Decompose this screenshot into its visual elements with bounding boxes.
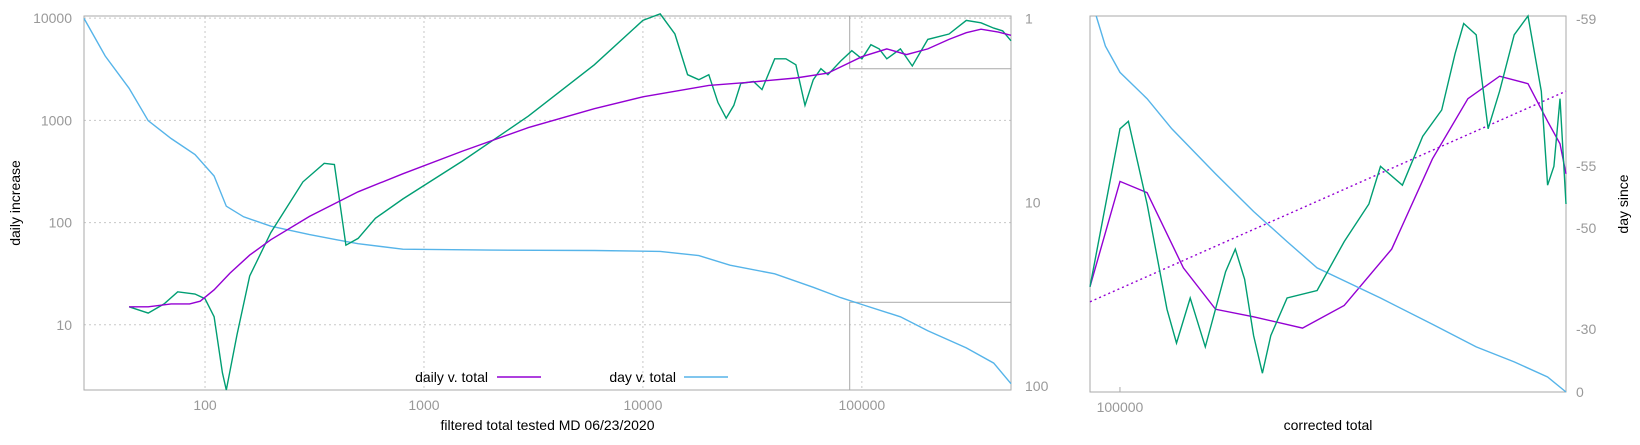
right-y2-tick-label: -55 — [1576, 158, 1596, 174]
y2-tick-label: 10 — [1025, 194, 1041, 210]
series-day-v-total-line — [83, 18, 1012, 385]
x-tick-label: 100 — [193, 397, 217, 413]
y-axis-title-right: day since — [1615, 174, 1631, 233]
right-y2-tick-label: -30 — [1576, 321, 1596, 337]
right-y2-tick-label: -59 — [1576, 11, 1596, 27]
right-trend-line — [1089, 90, 1567, 303]
x-axis-title-left: filtered total tested MD 06/23/2020 — [440, 417, 654, 433]
x-axis-title-right: corrected total — [1284, 417, 1373, 433]
plot-frame-right — [1089, 15, 1567, 393]
right-y2-tick-label: 0 — [1576, 384, 1584, 400]
legend-label-day: day v. total — [609, 369, 676, 385]
x-tick-label: 10000 — [623, 397, 662, 413]
zoom-box-lower — [849, 301, 1012, 391]
x-tick-label: 1000 — [408, 397, 439, 413]
right-smoothed-line — [1089, 75, 1567, 329]
plot-frame-left — [83, 15, 1012, 391]
series-raw-daily-line — [128, 13, 1012, 391]
y-tick-label: 10 — [56, 317, 72, 333]
right-x-tick-label: 100000 — [1097, 399, 1144, 415]
y2-tick-label: 1 — [1025, 10, 1033, 26]
x-tick-label: 100000 — [838, 397, 885, 413]
y2-tick-label: 100 — [1025, 378, 1049, 394]
y-tick-label: 10000 — [33, 10, 72, 26]
right-y2-tick-label: -50 — [1576, 220, 1596, 236]
y-tick-label: 100 — [49, 215, 73, 231]
right-day-line — [1095, 15, 1567, 393]
zoom-box-upper — [849, 15, 1012, 70]
y-tick-label: 1000 — [41, 112, 72, 128]
y-axis-title-left: daily increase — [7, 160, 23, 246]
legend-label-daily: daily v. total — [415, 369, 488, 385]
right-raw-line — [1089, 14, 1567, 374]
series-daily-v-total-line — [129, 28, 1012, 308]
